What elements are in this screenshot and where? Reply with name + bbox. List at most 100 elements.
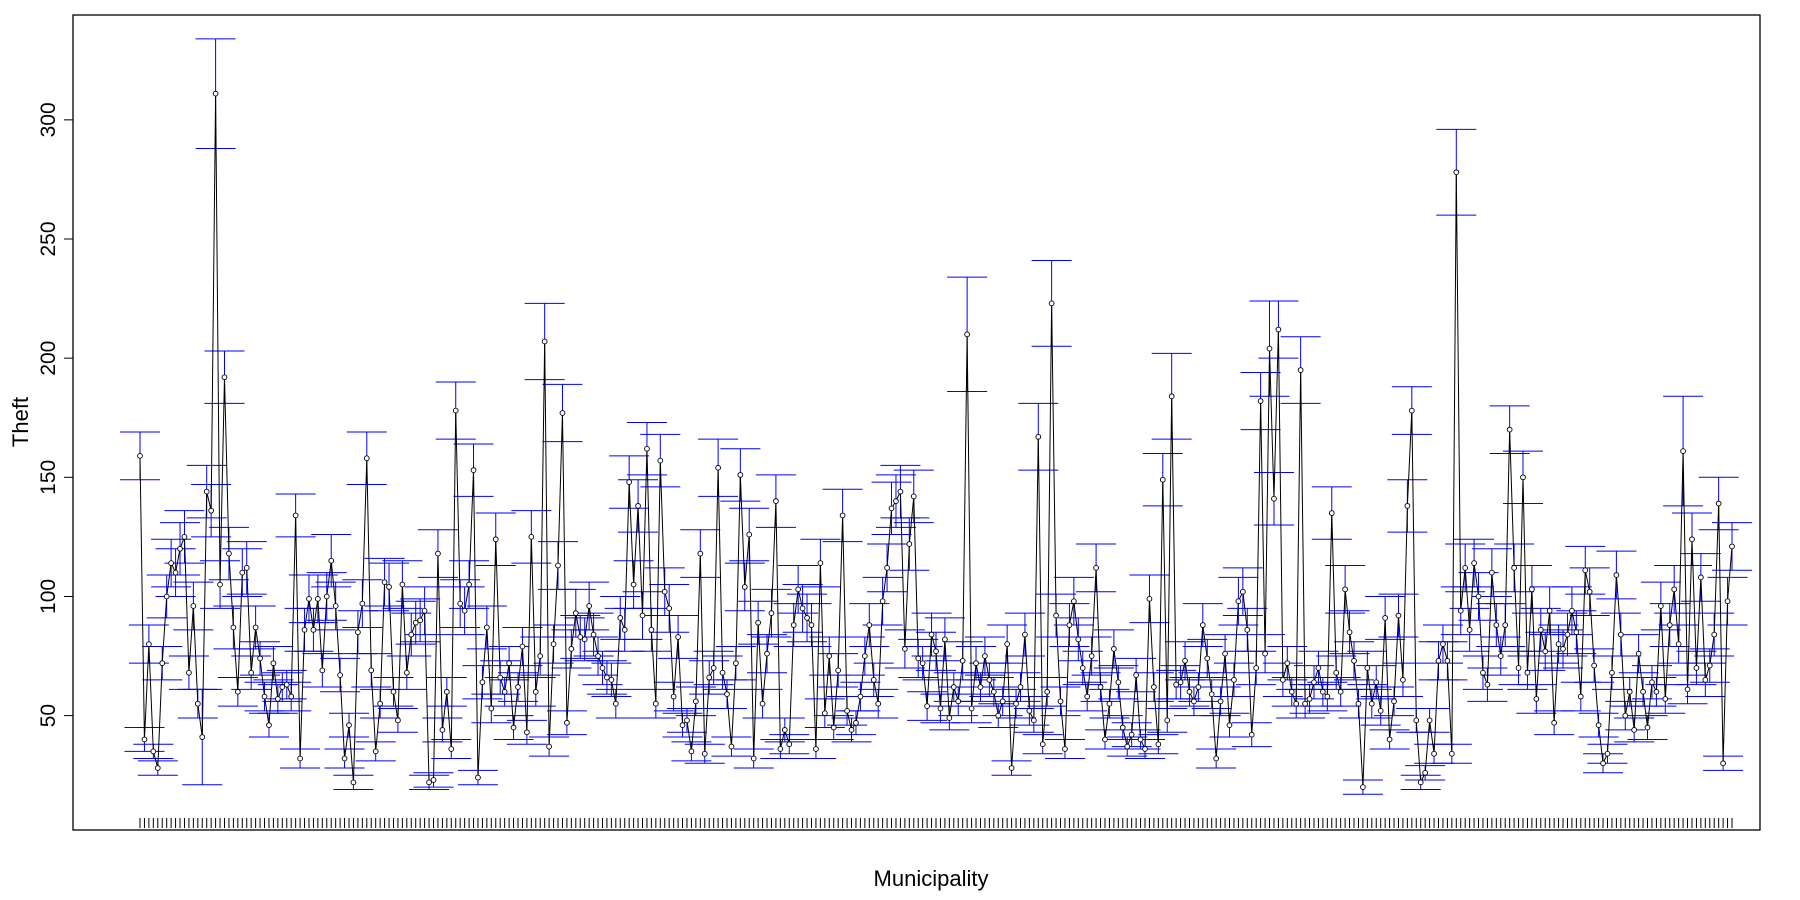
data-point xyxy=(466,581,472,588)
data-point xyxy=(639,612,646,619)
data-point xyxy=(1582,567,1589,574)
data-point xyxy=(648,626,655,633)
data-point xyxy=(1462,565,1469,571)
data-point xyxy=(203,488,210,495)
data-point xyxy=(1146,595,1153,602)
data-point xyxy=(430,777,437,783)
data-point xyxy=(1155,741,1162,748)
data-point xyxy=(501,688,508,695)
data-point xyxy=(621,626,628,633)
data-point xyxy=(728,743,735,750)
data-point xyxy=(884,565,890,571)
data-point xyxy=(1431,750,1437,757)
data-point xyxy=(942,636,948,643)
data-point xyxy=(1368,700,1375,707)
data-point xyxy=(1084,693,1091,700)
data-point xyxy=(737,472,744,478)
data-point xyxy=(661,588,668,595)
data-point xyxy=(146,641,152,647)
data-point xyxy=(937,705,944,712)
data-point xyxy=(386,584,392,590)
data-point xyxy=(1600,760,1606,767)
data-point xyxy=(301,626,308,633)
data-point xyxy=(243,565,250,571)
data-point xyxy=(1342,586,1348,593)
data-point xyxy=(1280,677,1286,683)
data-point xyxy=(1613,572,1620,578)
data-point xyxy=(1182,657,1188,664)
data-point xyxy=(1257,398,1264,404)
data-point xyxy=(781,727,788,733)
data-point xyxy=(590,631,597,638)
data-point xyxy=(1666,622,1673,628)
data-point xyxy=(346,722,352,728)
data-point xyxy=(546,743,552,750)
data-point xyxy=(519,643,526,650)
data-point xyxy=(1729,543,1735,550)
data-point xyxy=(412,619,419,626)
data-point xyxy=(1137,736,1144,743)
data-point xyxy=(1071,598,1077,605)
data-point xyxy=(1724,598,1731,605)
data-point xyxy=(577,634,584,640)
data-point xyxy=(408,631,415,638)
data-point xyxy=(790,622,797,628)
data-point xyxy=(355,629,361,636)
data-point xyxy=(435,550,441,557)
data-points xyxy=(137,90,1735,790)
data-point xyxy=(528,534,535,540)
y-tick-label: 150 xyxy=(37,460,60,495)
data-point xyxy=(1604,750,1611,757)
data-point xyxy=(217,581,223,588)
data-point xyxy=(1204,655,1211,662)
data-point xyxy=(190,603,197,609)
data-point xyxy=(484,624,490,631)
data-point xyxy=(750,755,757,762)
data-point xyxy=(248,669,255,676)
data-point xyxy=(488,705,495,712)
data-point xyxy=(821,710,828,717)
data-point xyxy=(813,746,819,752)
data-point xyxy=(1400,677,1406,683)
data-point xyxy=(715,464,721,471)
data-point xyxy=(1395,612,1402,619)
data-point xyxy=(710,665,717,671)
data-point xyxy=(1698,574,1704,581)
data-point xyxy=(933,648,939,655)
data-point xyxy=(1253,665,1260,671)
data-point xyxy=(1311,679,1317,686)
data-point xyxy=(804,615,810,621)
data-point xyxy=(635,503,641,509)
data-point xyxy=(555,562,561,569)
data-point xyxy=(1239,588,1246,595)
data-point xyxy=(306,595,312,602)
data-point xyxy=(675,634,681,640)
data-point xyxy=(946,715,953,721)
data-point xyxy=(1511,565,1517,571)
data-point xyxy=(1426,717,1433,724)
data-point xyxy=(1066,622,1073,628)
data-point xyxy=(1048,300,1055,307)
data-point xyxy=(1360,784,1366,790)
x-axis-ticks xyxy=(139,818,1733,828)
data-point xyxy=(679,722,686,728)
data-point xyxy=(319,667,326,674)
data-point xyxy=(902,646,908,652)
data-point xyxy=(875,700,882,707)
data-point xyxy=(510,724,517,731)
data-point xyxy=(1386,736,1393,743)
data-point xyxy=(186,669,192,676)
data-point xyxy=(1497,653,1504,659)
data-point xyxy=(1088,653,1095,659)
data-point xyxy=(1248,731,1255,738)
data-point xyxy=(163,593,170,600)
data-point xyxy=(541,338,548,345)
data-point xyxy=(999,698,1006,705)
data-point xyxy=(550,641,557,647)
data-point xyxy=(906,541,913,547)
data-point xyxy=(443,688,450,695)
data-point xyxy=(755,619,761,626)
data-point xyxy=(226,550,232,557)
data-point xyxy=(1595,722,1602,728)
data-point xyxy=(1546,607,1553,614)
